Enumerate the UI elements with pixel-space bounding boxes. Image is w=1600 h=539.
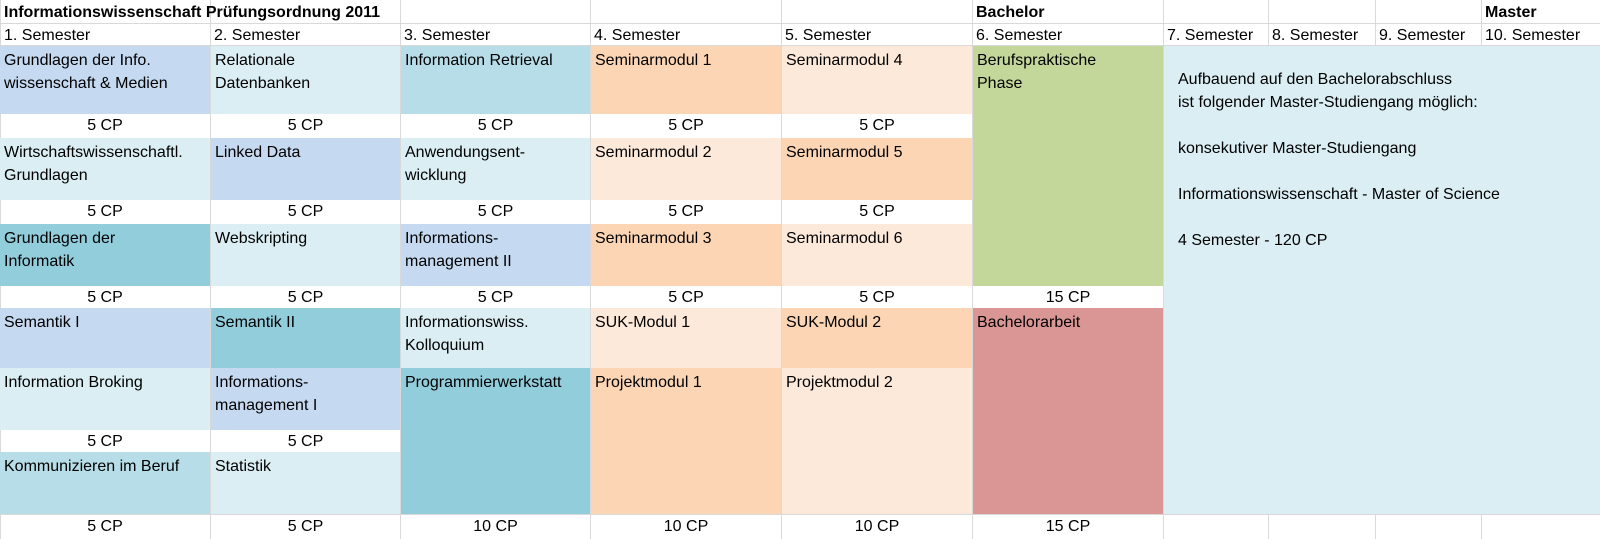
semester-header-5: 5. Semester [785, 27, 872, 44]
master-info-line: 4 Semester - 120 CP [1178, 232, 1328, 249]
module-anwendungsentwicklung: Anwendungsent- wicklung [401, 138, 590, 200]
page-title: Informationswissenschaft Prüfungsordnung… [4, 4, 381, 21]
grid-line [210, 0, 211, 539]
semester-header-4: 4. Semester [594, 27, 681, 44]
module-seminarmodul-1: Seminarmodul 1 [591, 46, 781, 114]
module-cp: 10 CP [663, 518, 709, 535]
module-cp: 5 CP [668, 117, 704, 134]
semester-header-7: 7. Semester [1167, 27, 1254, 44]
module-cp: 5 CP [859, 117, 895, 134]
module-cp: 5 CP [87, 433, 123, 450]
module-cp: 5 CP [87, 518, 123, 535]
module-cp: 5 CP [287, 117, 324, 134]
module-seminarmodul-2: Seminarmodul 2 [591, 138, 781, 200]
master-info-line: Aufbauend auf den Bachelorabschluss [1178, 71, 1452, 88]
master-label: Master [1485, 4, 1537, 21]
module-cp: 5 CP [287, 433, 324, 450]
bachelor-label: Bachelor [976, 4, 1045, 21]
module-cp: 5 CP [87, 289, 123, 306]
module-cp: 10 CP [473, 518, 518, 535]
module-semantik-1: Semantik I [0, 308, 210, 368]
module-cp: 5 CP [477, 117, 514, 134]
module-cp: 5 CP [287, 203, 324, 220]
module-cp: 5 CP [477, 203, 514, 220]
semester-header-8: 8. Semester [1272, 27, 1359, 44]
module-grundlagen-informatik: Grundlagen der Informatik [0, 224, 210, 286]
module-berufspraktische-phase: Berufspraktische Phase [973, 46, 1163, 286]
module-information-broking: Information Broking [0, 368, 210, 430]
semester-header-2: 2. Semester [214, 27, 301, 44]
module-cp: 10 CP [854, 518, 900, 535]
module-seminarmodul-6: Seminarmodul 6 [782, 224, 972, 286]
master-info-line: konsekutiver Master-Studiengang [1178, 140, 1417, 157]
module-grundlagen-info: Grundlagen der Info. wissenschaft & Medi… [0, 46, 210, 114]
grid-line [781, 0, 782, 539]
module-cp: 5 CP [477, 289, 514, 306]
grid-line [0, 514, 1600, 515]
module-webskripting: Webskripting [211, 224, 400, 286]
module-programmierwerkstatt: Programmierwerkstatt [401, 368, 590, 514]
module-cp: 5 CP [87, 203, 123, 220]
module-cp: 15 CP [1045, 289, 1091, 306]
grid-line [0, 45, 1600, 46]
grid-line [400, 0, 401, 539]
semester-header-9: 9. Semester [1379, 27, 1466, 44]
module-kommunizieren: Kommunizieren im Beruf [0, 452, 210, 514]
module-informationsmanagement-2: Informations- management II [401, 224, 590, 286]
module-bachelorarbeit: Bachelorarbeit [973, 308, 1163, 514]
module-cp: 5 CP [859, 289, 895, 306]
semester-header-6: 6. Semester [976, 27, 1063, 44]
semester-header-3: 3. Semester [404, 27, 491, 44]
module-semantik-2: Semantik II [211, 308, 400, 368]
module-relationale-db: Relationale Datenbanken [211, 46, 400, 114]
module-cp: 5 CP [87, 117, 123, 134]
module-statistik: Statistik [211, 452, 400, 514]
semester-header-1: 1. Semester [4, 27, 91, 44]
module-informationsmanagement-1: Informations- management I [211, 368, 400, 430]
grid-line [590, 0, 591, 539]
grid-line [0, 23, 1600, 24]
module-information-retrieval: Information Retrieval [401, 46, 590, 114]
module-projektmodul-1: Projektmodul 1 [591, 368, 781, 514]
module-cp: 5 CP [668, 289, 704, 306]
master-info-line: Informationswissenschaft - Master of Sci… [1178, 186, 1500, 203]
module-cp: 5 CP [287, 289, 324, 306]
semester-header-10: 10. Semester [1485, 27, 1581, 44]
module-suk-modul-2: SUK-Modul 2 [782, 308, 972, 368]
module-wirtschaftswiss: Wirtschaftswissenschaftl. Grundlagen [0, 138, 210, 200]
module-cp: 5 CP [859, 203, 895, 220]
module-projektmodul-2: Projektmodul 2 [782, 368, 972, 514]
grid-line [972, 0, 973, 539]
module-cp: 15 CP [1045, 518, 1091, 535]
master-info-line: ist folgender Master-Studiengang möglich… [1178, 94, 1478, 111]
module-cp: 5 CP [668, 203, 704, 220]
module-seminarmodul-4: Seminarmodul 4 [782, 46, 972, 114]
master-info-panel: Aufbauend auf den Bachelorabschluss ist … [1164, 46, 1600, 514]
module-linked-data: Linked Data [211, 138, 400, 200]
module-kolloquium: Informationswiss. Kolloquium [401, 308, 590, 368]
module-suk-modul-1: SUK-Modul 1 [591, 308, 781, 368]
module-seminarmodul-3: Seminarmodul 3 [591, 224, 781, 286]
grid-line [1163, 0, 1164, 539]
module-seminarmodul-5: Seminarmodul 5 [782, 138, 972, 200]
module-cp: 5 CP [287, 518, 324, 535]
